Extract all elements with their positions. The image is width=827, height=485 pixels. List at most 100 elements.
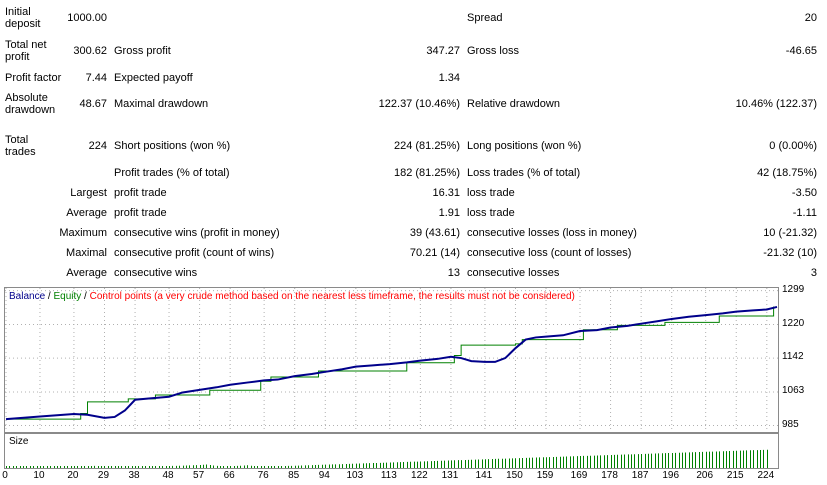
legend-sep2: / (81, 291, 90, 302)
x-tick-label: 76 (257, 470, 269, 481)
average-label: Average (66, 207, 107, 219)
x-tick-label: 178 (601, 470, 618, 481)
avg-consec-wins-value: 13 (447, 267, 460, 279)
initial-deposit-value: 1000.00 (67, 12, 107, 24)
balance-chart-plot (5, 288, 778, 432)
x-tick-label: 206 (696, 470, 714, 481)
spread-label: Spread (467, 12, 503, 24)
average2-label: Average (66, 267, 107, 279)
initial-deposit-label: Initial deposit (5, 6, 41, 30)
x-tick-label: 57 (193, 470, 205, 481)
profit-factor-value: 7.44 (85, 72, 107, 84)
x-tick-label: 10 (33, 470, 45, 481)
size-chart: Size (4, 433, 779, 469)
chart-legend: Balance / Equity / Control points (a ver… (9, 291, 575, 302)
maximal-consec-loss-value: -21.32 (10) (763, 247, 817, 259)
profit-trades-value: 182 (81.25%) (393, 167, 460, 179)
legend-equity: Equity (53, 291, 82, 302)
x-tick-label: 113 (380, 470, 397, 481)
x-tick-label: 215 (726, 470, 744, 481)
x-tick-label: 196 (662, 470, 680, 481)
x-tick-label: 159 (536, 470, 554, 481)
loss-trades-label: Loss trades (% of total) (467, 167, 581, 179)
x-tick-label: 0 (2, 470, 8, 481)
x-tick-label: 29 (97, 470, 110, 481)
x-tick-label: 141 (475, 470, 493, 481)
spread-value: 20 (804, 12, 817, 24)
x-tick-label: 131 (441, 470, 459, 481)
loss-trades-value: 42 (18.75%) (757, 167, 817, 179)
x-tick-label: 66 (223, 470, 235, 481)
maximal-drawdown-label: Maximal drawdown (114, 98, 209, 110)
x-axis: 0 10 20 29 38 48 57 66 76 85 94 103 113 122 131 141 150 1… (0, 468, 827, 485)
report-stats: Initial deposit 1000.00 Spread 20 Total … (5, 6, 817, 279)
expected-payoff-label: Expected payoff (114, 72, 193, 84)
x-tick-label: 169 (570, 470, 588, 481)
largest-label: Largest (70, 187, 107, 199)
legend-balance: Balance (9, 291, 46, 302)
absolute-drawdown-value: 48.67 (79, 98, 107, 110)
relative-drawdown-value: 10.46% (122.37) (735, 98, 817, 110)
largest-profit-value: 16.31 (432, 187, 460, 199)
avg-consec-wins-label: consecutive wins (114, 267, 198, 279)
legend-sep1: / (45, 291, 54, 302)
x-tick-label: 20 (67, 470, 79, 481)
gross-profit-label: Gross profit (114, 45, 171, 57)
largest-profit-label: profit trade (114, 187, 167, 199)
y-tick-label: 985 (782, 418, 799, 430)
y-tick-label: 1063 (782, 385, 805, 397)
average-loss-value: -1.11 (792, 207, 817, 219)
maximal-label: Maximal (66, 247, 107, 259)
maximal-drawdown-value: 122.37 (10.46%) (378, 98, 460, 110)
absolute-drawdown-label: Absolute drawdown (5, 92, 56, 116)
max-consec-losses-label: consecutive losses (loss in money) (467, 227, 637, 239)
maximal-consec-loss-label: consecutive loss (count of losses) (467, 247, 632, 259)
maximum-label: Maximum (59, 227, 107, 239)
long-positions-value: 0 (0.00%) (769, 140, 817, 152)
y-tick-label: 1142 (782, 351, 804, 363)
short-positions-label: Short positions (won %) (114, 140, 231, 152)
total-net-profit-value: 300.62 (73, 45, 107, 57)
size-label: Size (9, 436, 29, 447)
x-tick-label: 38 (128, 470, 140, 481)
average-profit-label: profit trade (114, 207, 167, 219)
legend-control: Control points (a very crude method base… (89, 291, 575, 302)
x-tick-label: 224 (757, 470, 775, 481)
long-positions-label: Long positions (won %) (467, 140, 582, 152)
balance-chart: Balance / Equity / Control points (a ver… (4, 287, 779, 433)
series-line-balance (5, 305, 778, 421)
total-net-profit-label: Total net profit (5, 39, 47, 63)
x-tick-label: 103 (346, 470, 364, 481)
size-chart-plot (6, 449, 768, 468)
max-consec-wins-value: 39 (43.61) (409, 227, 460, 239)
largest-loss-label: loss trade (467, 187, 515, 199)
y-axis: 1299 1220 1142 1063 985 (778, 283, 827, 469)
short-positions-value: 224 (81.25%) (393, 140, 460, 152)
series-line-equity (6, 306, 775, 420)
avg-consec-losses-label: consecutive losses (467, 267, 560, 279)
expected-payoff-value: 1.34 (438, 72, 460, 84)
y-tick-label: 1299 (782, 283, 805, 295)
x-tick-label: 94 (318, 470, 330, 481)
y-tick-label: 1220 (782, 317, 805, 329)
x-tick-label: 122 (411, 470, 428, 481)
max-consec-wins-label: consecutive wins (profit in money) (114, 227, 280, 239)
relative-drawdown-label: Relative drawdown (467, 98, 560, 110)
x-tick-label: 85 (288, 470, 300, 481)
gross-loss-value: -46.65 (785, 45, 817, 57)
x-tick-label: 150 (506, 470, 523, 481)
x-tick-label: 48 (162, 470, 174, 481)
largest-loss-value: -3.50 (791, 187, 817, 199)
gross-profit-value: 347.27 (426, 45, 460, 57)
gross-loss-label: Gross loss (467, 45, 519, 57)
max-consec-losses-value: 10 (-21.32) (763, 227, 817, 239)
profit-trades-label: Profit trades (% of total) (114, 167, 230, 179)
x-tick-label: 187 (631, 470, 649, 481)
maximal-consec-profit-label: consecutive profit (count of wins) (114, 247, 275, 259)
average-loss-label: loss trade (467, 207, 515, 219)
avg-consec-losses-value: 3 (810, 267, 817, 279)
maximal-consec-profit-value: 70.21 (14) (409, 247, 460, 259)
total-trades-value: 224 (88, 140, 107, 152)
average-profit-value: 1.91 (438, 207, 460, 219)
total-trades-label: Total trades (5, 134, 36, 158)
